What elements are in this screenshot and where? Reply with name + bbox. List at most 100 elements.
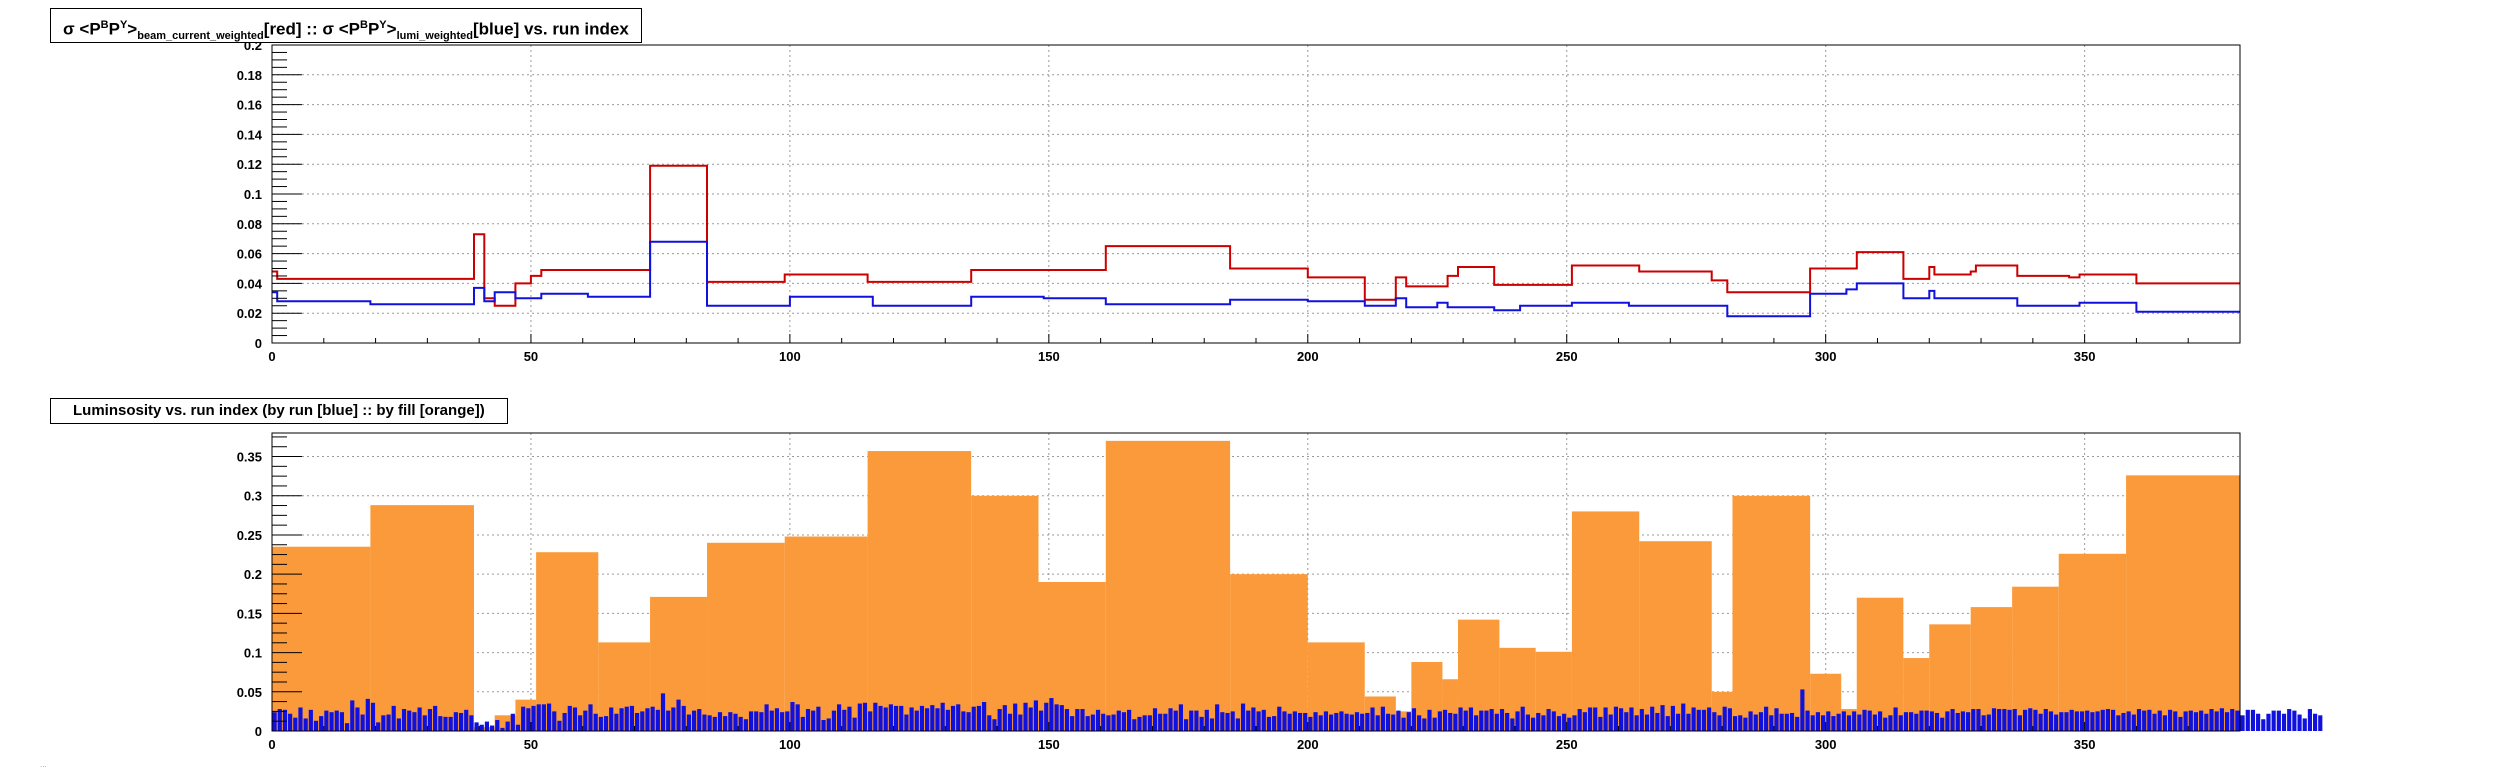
run-bar [567,705,572,731]
fill-bar [1038,582,1106,731]
run-bar [381,715,386,731]
run-bar [1163,713,1168,731]
run-bar [2219,708,2224,731]
title-sigma-2: σ [322,19,334,39]
pol-y-tick-label: 0.06 [237,247,262,262]
run-bar [562,712,567,731]
run-bar [2250,709,2256,731]
run-bar [1458,707,1463,731]
run-bar [1178,704,1183,731]
run-bar [277,709,282,731]
pol-y-tick-label: 0.08 [237,217,262,232]
run-bar [1805,710,1810,731]
run-bar [748,711,754,731]
run-bar [515,724,521,731]
run-bar [2121,712,2126,731]
run-bar [640,711,645,731]
run-bar [1707,707,1712,731]
run-bar [997,709,1002,731]
pol-y-tick-label: 0.12 [237,157,262,172]
run-bar [1577,709,1582,731]
run-bar [1018,714,1023,731]
run-bar [2111,709,2116,731]
run-bar [1903,712,1909,731]
run-bar [909,707,914,731]
title-gt: > [127,19,138,39]
run-bar [1727,708,1732,731]
run-bar [319,716,324,731]
run-bar [629,705,635,731]
run-bar [624,706,629,731]
run-bar [2157,710,2162,731]
lumi-x-tick-label: 300 [1815,737,1837,752]
run-bar [355,707,360,731]
run-bar [588,704,593,731]
run-bar [826,718,831,731]
run-bar [313,720,319,731]
lumi-x-tick-label: 350 [2074,737,2096,752]
run-bar [930,705,935,731]
pol-x-tick-label: 250 [1556,349,1578,364]
run-bar [469,715,474,731]
run-bar [2318,715,2323,731]
run-bar [1976,709,1981,731]
run-bar [956,704,961,731]
run-bar [2012,709,2017,731]
run-bar [1696,709,1701,731]
run-bar [1681,703,1686,731]
run-bar [1758,712,1764,731]
pol-x-tick-label: 300 [1815,349,1837,364]
run-bar [1888,715,1893,731]
fill-bar [971,495,1039,731]
run-bar [1562,713,1567,731]
fill-bar [2058,553,2127,731]
run-bar [1013,703,1018,731]
run-bar [831,710,837,731]
run-bar [2048,711,2054,731]
run-bar [2276,710,2281,731]
run-bar [2302,718,2307,731]
run-bar [1986,714,1991,731]
run-bar [940,702,945,731]
run-bar [1246,710,1251,731]
run-bar [681,705,686,731]
run-bar [2043,709,2048,731]
title-py-sup-2: Y [379,19,387,31]
run-bar [992,719,997,731]
run-bar [1152,708,1158,731]
run-bar [360,714,365,731]
lumi-x-tick-label: 100 [779,737,801,752]
run-bar [490,725,495,731]
run-bar [339,712,345,731]
run-bar [1841,711,1846,731]
run-bar [2245,709,2250,731]
run-bar [583,710,588,731]
run-bar [800,716,805,731]
run-bar [1572,715,1577,731]
run-bar [2178,716,2183,731]
fill-bar [536,552,599,731]
run-bar [546,703,552,731]
run-bar [1396,710,1401,731]
run-bar [1587,707,1593,731]
run-bar [1738,715,1743,731]
run-bar [1510,718,1515,731]
title-sub-lumi: lumi_weighted [396,30,473,43]
run-bar [702,714,707,731]
run-bar [370,702,376,731]
run-bar [950,705,956,731]
run-bar [1784,713,1789,731]
run-bar [1934,712,1940,731]
title-lt-2: < [338,19,349,39]
run-bar [2261,719,2266,731]
run-bar [1857,714,1862,731]
run-bar [479,724,484,731]
run-bar [1717,715,1722,731]
fill-bar [1810,673,1842,731]
run-bar [557,720,562,731]
run-bar [1334,712,1339,731]
run-bar [1385,713,1391,731]
run-bar [417,707,422,731]
title-py-base: P [108,19,120,39]
run-bar [1634,715,1639,731]
